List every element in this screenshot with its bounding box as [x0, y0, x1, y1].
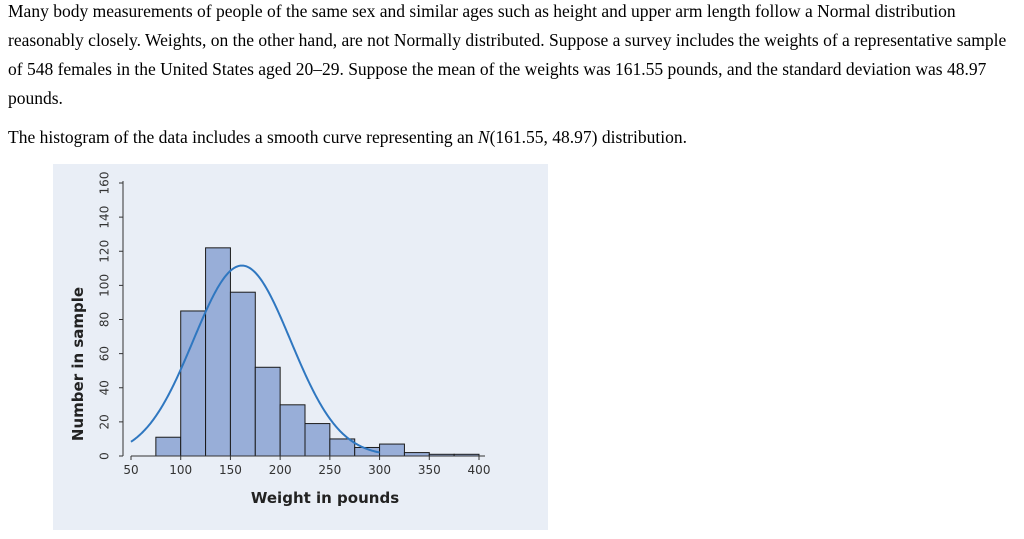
normal-curve [130, 264, 380, 454]
y-tick-label-140: 140 [98, 206, 112, 229]
y-tick-label-0: 0 [98, 452, 112, 460]
x-tick-label-400: 400 [468, 463, 491, 477]
x-tick-label-100: 100 [169, 463, 192, 477]
normal-parameters: (161.55, 48.97) [489, 127, 598, 147]
histogram-bar-150-175 [229, 291, 256, 457]
x-axis-title: Weight in pounds [251, 489, 399, 507]
histogram-bar-325-350 [403, 452, 430, 457]
description-text-end: distribution. [597, 127, 687, 147]
y-axis-title: Number in sample [69, 287, 87, 441]
histogram-bar-225-250 [304, 423, 331, 457]
y-tick-label-100: 100 [98, 274, 112, 297]
histogram-bar-200-225 [279, 404, 306, 457]
y-tick-label-20: 20 [98, 414, 112, 429]
x-tick-label-300: 300 [368, 463, 391, 477]
histogram-bar-75-100 [155, 436, 182, 457]
y-tick-label-120: 120 [98, 240, 112, 263]
y-tick-label-40: 40 [98, 380, 112, 395]
x-tick-label-150: 150 [219, 463, 242, 477]
y-tick-label-60: 60 [98, 346, 112, 361]
x-tick-label-50: 50 [123, 463, 138, 477]
histogram-figure: 50 100 150 200 250 300 350 400 0 20 40 60 80 100 120 14… [53, 164, 548, 530]
histogram-description: The histogram of the data includes a smo… [8, 123, 1012, 152]
x-tick-label-350: 350 [418, 463, 441, 477]
y-tick-label-160: 160 [98, 172, 112, 195]
histogram-bar-175-200 [254, 366, 281, 457]
y-tick-label-80: 80 [98, 312, 112, 327]
histogram-bar-125-150 [205, 247, 231, 457]
intro-paragraph: Many body measurements of people of the … [8, 1, 1007, 108]
description-text-start: The histogram of the data includes a smo… [8, 127, 478, 147]
histogram-bar-300-325 [379, 443, 405, 457]
x-tick-label-200: 200 [269, 463, 292, 477]
histogram-chart: 50 100 150 200 250 300 350 400 0 20 40 60 80 100 120 14… [69, 172, 491, 507]
normal-symbol: N [477, 127, 490, 147]
x-tick-label-250: 250 [318, 463, 341, 477]
histogram-bar-100-125 [180, 310, 207, 457]
